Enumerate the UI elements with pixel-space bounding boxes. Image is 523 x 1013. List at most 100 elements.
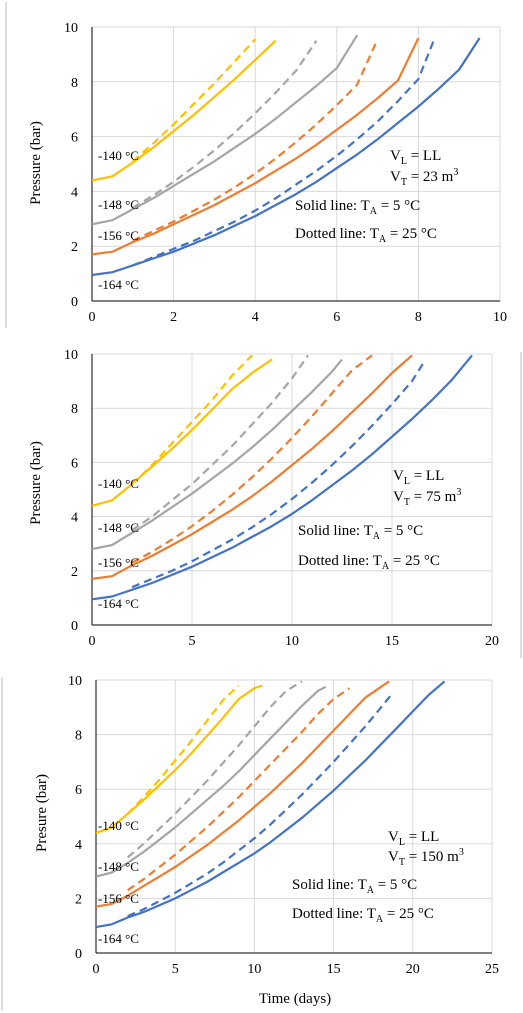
x-tick-label: 0 xyxy=(93,962,100,977)
temp-label: -164 °C xyxy=(98,931,139,946)
annotation-vt: VT = 150 m3 xyxy=(388,847,464,868)
y-tick-label: 6 xyxy=(71,456,78,471)
series-line-gray-solid xyxy=(91,358,343,551)
series-line-yellow-solid xyxy=(95,684,263,834)
temp-labels: -140 °C -148 °C -156 °C -164 °C xyxy=(98,818,139,946)
annotation-solid-line: Solid line: TA = 5 °C xyxy=(295,198,420,217)
y-tick-label: 4 xyxy=(71,185,78,200)
y-tick-label: 10 xyxy=(68,674,82,689)
x-axis-label: Time (days) xyxy=(259,991,331,1007)
x-tick-label: 15 xyxy=(385,634,399,649)
x-tick-label: 15 xyxy=(327,962,341,977)
series-line-blue-solid xyxy=(91,37,481,277)
series-line-gray-solid xyxy=(91,34,359,226)
temp-label: -156 °C xyxy=(98,228,139,243)
series-line-orange-dotted xyxy=(127,687,351,892)
annotation-dotted-line: Dotted line: TA = 25 °C xyxy=(295,226,437,245)
temp-label: -148 °C xyxy=(98,520,139,535)
annotation-vt: VT = 23 m3 xyxy=(390,167,458,188)
y-tick-label: 0 xyxy=(71,295,78,310)
series-line-blue-solid xyxy=(95,680,446,929)
annotation-solid-line: Solid line: TA = 5 °C xyxy=(292,877,417,896)
series-line-blue-dotted xyxy=(131,361,425,589)
annotation-vt: VT = 75 m3 xyxy=(393,487,461,508)
annotation-vl: VL = LL xyxy=(390,148,441,167)
series xyxy=(91,34,481,277)
chart-2-svg: 0 5 10 15 20 0 2 4 6 8 10 -140 °C -148 °C -156 °C -16… xyxy=(28,348,522,658)
grid xyxy=(92,26,501,301)
y-tick-label: 0 xyxy=(75,947,82,962)
grid xyxy=(96,679,493,953)
temp-label: -140 °C xyxy=(98,818,139,833)
series-line-blue-solid xyxy=(91,354,473,601)
series-line-yellow-solid xyxy=(91,39,277,182)
x-tick-label: 20 xyxy=(485,634,499,649)
y-axis-label: Pressure (bar) xyxy=(28,121,44,205)
temp-label: -148 °C xyxy=(98,197,139,212)
x-tick-label: 5 xyxy=(189,634,196,649)
chart-panel-1: 0 2 4 6 8 10 0 2 4 6 8 10 -140 °C -148 °C -156 °C -164… xyxy=(0,0,523,330)
x-tick-label: 8 xyxy=(415,310,422,325)
chart-panel-3: 0 5 10 15 20 25 0 2 4 6 8 10 -140 °C -148 °C -156 °C -… xyxy=(0,665,523,1013)
series-line-yellow-dotted xyxy=(131,354,253,485)
series-line-orange-dotted xyxy=(131,354,373,564)
series-line-orange-solid xyxy=(91,37,420,256)
series-line-orange-solid xyxy=(95,680,390,908)
temp-label: -156 °C xyxy=(98,891,139,906)
annotation-vl: VL = LL xyxy=(388,829,439,848)
series-line-yellow-dotted xyxy=(132,38,257,163)
temp-label: -164 °C xyxy=(98,596,139,611)
x-tick-label: 0 xyxy=(89,310,96,325)
series xyxy=(91,354,473,601)
x-tick-label: 25 xyxy=(485,962,499,977)
temp-labels: -140 °C -148 °C -156 °C -164 °C xyxy=(98,148,139,292)
series-line-yellow-dotted xyxy=(126,684,240,815)
y-tick-label: 8 xyxy=(71,76,78,91)
y-tick-label: 10 xyxy=(64,21,78,36)
x-tick-label: 20 xyxy=(406,962,420,977)
series-line-gray-dotted xyxy=(132,40,318,209)
annotation-dotted-line: Dotted line: TA = 25 °C xyxy=(292,906,434,925)
y-tick-label: 2 xyxy=(71,565,78,580)
series-line-orange-dotted xyxy=(132,38,379,242)
series-line-yellow-solid xyxy=(91,358,273,507)
axes: 0 5 10 15 20 0 2 4 6 8 10 xyxy=(64,348,499,649)
chart-panel-2: 0 5 10 15 20 0 2 4 6 8 10 -140 °C -148 °C -156 °C -16… xyxy=(0,340,523,660)
annotation-dotted-line: Dotted line: TA = 25 °C xyxy=(298,553,440,572)
annotation-solid-line: Solid line: TA = 5 °C xyxy=(298,523,423,542)
series xyxy=(95,680,446,929)
temp-labels: -140 °C -148 °C -156 °C -164 °C xyxy=(98,476,139,611)
y-tick-label: 2 xyxy=(75,892,82,907)
y-tick-label: 8 xyxy=(75,729,82,744)
x-tick-label: 5 xyxy=(172,962,179,977)
x-tick-label: 0 xyxy=(89,634,96,649)
y-tick-label: 4 xyxy=(71,511,78,526)
x-tick-label: 4 xyxy=(252,310,259,325)
temp-label: -140 °C xyxy=(98,476,139,491)
series-line-gray-dotted xyxy=(131,354,309,532)
series-line-gray-dotted xyxy=(126,680,303,859)
series-line-blue-dotted xyxy=(127,693,394,918)
series-line-orange-solid xyxy=(91,354,413,580)
axes: 0 5 10 15 20 25 0 2 4 6 8 10 xyxy=(68,674,499,977)
x-tick-label: 10 xyxy=(247,962,261,977)
temp-label: -148 °C xyxy=(98,859,139,874)
x-tick-label: 10 xyxy=(493,310,507,325)
axes: 0 2 4 6 8 10 0 2 4 6 8 10 xyxy=(64,21,507,325)
y-tick-label: 0 xyxy=(71,619,78,634)
chart-1-svg: 0 2 4 6 8 10 0 2 4 6 8 10 -140 °C -148 °C -156 °C -164… xyxy=(5,2,507,328)
temp-label: -156 °C xyxy=(98,555,139,570)
annotation-vl: VL = LL xyxy=(393,468,444,487)
x-tick-label: 6 xyxy=(333,310,340,325)
y-tick-label: 10 xyxy=(64,348,78,363)
y-tick-label: 4 xyxy=(75,838,82,853)
y-axis-label: Pressure (bar) xyxy=(28,441,44,525)
y-tick-label: 6 xyxy=(75,783,82,798)
y-tick-label: 8 xyxy=(71,402,78,417)
temp-label: -164 °C xyxy=(98,277,139,292)
y-axis-label: Presure (bar) xyxy=(34,774,50,852)
